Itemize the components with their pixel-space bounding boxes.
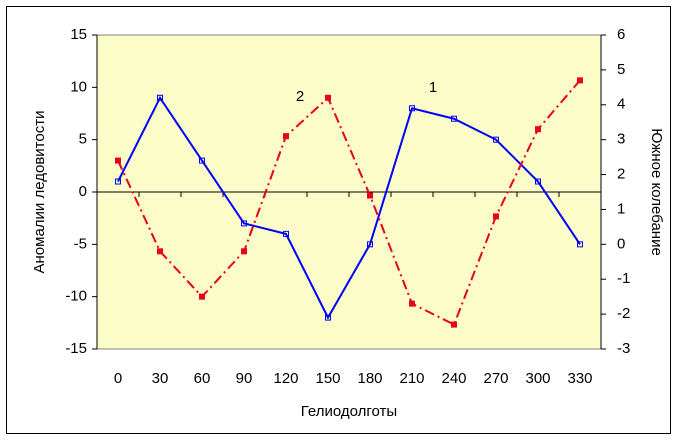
point-marker	[325, 314, 331, 321]
point-marker	[493, 136, 499, 143]
x-tick-label: 90	[236, 370, 253, 387]
point-marker	[535, 126, 541, 133]
point-marker	[241, 220, 247, 227]
point-marker	[199, 157, 205, 164]
x-tick-label: 120	[273, 370, 298, 387]
x-tick-label: 330	[567, 370, 592, 387]
y2-tick-label: 0	[617, 235, 625, 252]
x-tick-label: 0	[114, 370, 122, 387]
point-marker	[493, 213, 499, 220]
y2-tick-label: 5	[617, 61, 625, 78]
x-tick-label: 60	[194, 370, 211, 387]
x-tick-label: 30	[152, 370, 169, 387]
series-line	[117, 79, 581, 326]
point-marker	[367, 192, 373, 199]
x-tick-label: 300	[525, 370, 550, 387]
point-marker	[409, 300, 415, 307]
x-tick-label: 210	[399, 370, 424, 387]
point-marker	[535, 178, 541, 185]
y2-axis-title: Южное колебание	[648, 128, 665, 256]
y-tick-label: -15	[65, 340, 87, 357]
y2-tick-label: -3	[617, 340, 630, 357]
y-tick-label: -5	[74, 235, 87, 252]
point-marker	[115, 157, 121, 164]
y-tick-label: 5	[79, 131, 87, 148]
point-marker	[577, 77, 583, 84]
point-marker	[283, 133, 289, 140]
point-marker	[409, 105, 415, 112]
y2-tick-label: -2	[617, 305, 630, 322]
point-marker	[241, 248, 247, 255]
series-label: 1	[429, 79, 437, 96]
y2-tick-label: 4	[617, 96, 625, 113]
point-marker	[199, 293, 205, 300]
y-tick-label: 0	[79, 183, 87, 200]
y-tick-label: 15	[70, 26, 87, 43]
x-tick-label: 240	[441, 370, 466, 387]
y2-tick-label: 6	[617, 26, 625, 43]
point-marker	[157, 248, 163, 255]
point-marker	[451, 321, 457, 328]
y2-tick-label: -1	[617, 270, 630, 287]
point-marker	[157, 94, 163, 101]
y-tick-label: -10	[65, 288, 87, 305]
point-marker	[283, 230, 289, 237]
y2-tick-label: 3	[617, 131, 625, 148]
y-axis-title: Аномалии ледовитости	[31, 111, 48, 274]
x-axis-title: Гелиодолготы	[301, 403, 397, 420]
y2-tick-label: 1	[617, 200, 625, 217]
point-marker	[115, 178, 121, 185]
point-marker	[325, 94, 331, 101]
point-marker	[577, 241, 583, 248]
x-tick-label: 270	[483, 370, 508, 387]
x-tick-label: 180	[357, 370, 382, 387]
point-marker	[451, 115, 457, 122]
x-tick-label: 150	[315, 370, 340, 387]
series-line	[117, 95, 581, 320]
point-marker	[367, 241, 373, 248]
y-tick-label: 10	[70, 78, 87, 95]
series-label: 2	[296, 88, 304, 105]
y2-tick-label: 2	[617, 166, 625, 183]
